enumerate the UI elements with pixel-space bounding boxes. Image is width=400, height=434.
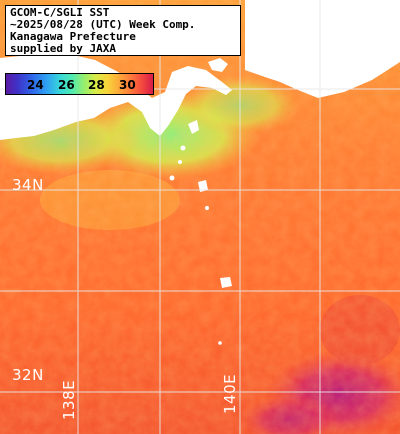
colorbar-tick-26: 26 (58, 78, 75, 92)
title-line-region: Kanagawa Prefecture (10, 30, 136, 43)
title-box: GCOM-C/SGLI SST ~2025/08/28 (UTC) Week C… (5, 5, 241, 56)
island-niijima (178, 160, 182, 164)
title-line-date: ~2025/08/28 (UTC) Week Comp. (10, 18, 196, 31)
colorbar-tick-30: 30 (119, 78, 136, 92)
title-line-credit: supplied by JAXA (10, 42, 116, 55)
land-kanto (245, 0, 400, 98)
lon-label-140e: 140E (221, 373, 239, 414)
island-mikura (205, 206, 209, 210)
colorbar-tick-24: 24 (27, 78, 44, 92)
lat-label-32n: 32N (12, 366, 44, 384)
island-aogashima (218, 341, 222, 345)
island-oshima (188, 120, 199, 134)
color-scale-bar: 24 26 28 30 (5, 73, 154, 95)
island-kozu (169, 175, 175, 181)
island-hachijo (220, 277, 232, 288)
island-miyake (198, 180, 208, 192)
colorbar-tick-28: 28 (88, 78, 105, 92)
island-toshima (180, 145, 186, 151)
land-miura (208, 58, 228, 72)
title-line-satellite: GCOM-C/SGLI SST (10, 6, 110, 19)
lon-label-138e: 138E (60, 379, 78, 420)
land-islet-w (0, 116, 24, 134)
lat-label-34n: 34N (12, 176, 44, 194)
